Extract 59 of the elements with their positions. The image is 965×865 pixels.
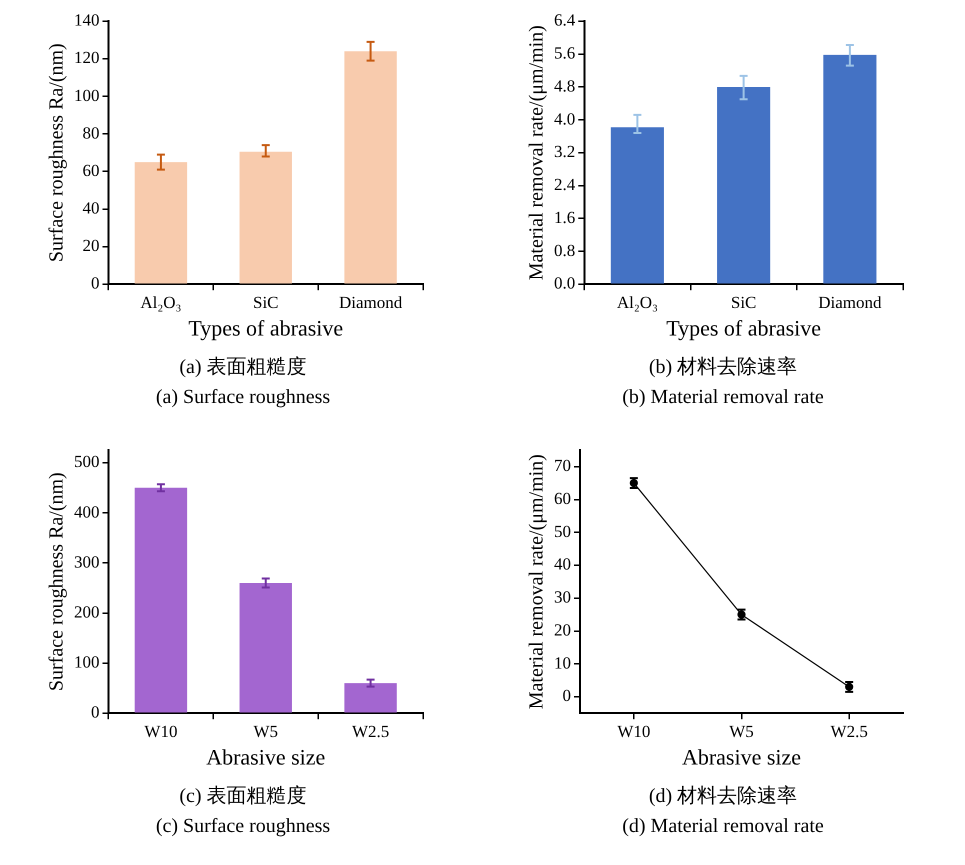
x-tick-label: W10: [617, 722, 650, 741]
x-tick-label: SiC: [252, 292, 279, 312]
y-axis-title: Material removal rate/(μm/min): [525, 25, 548, 280]
y-tick-label: 60: [82, 160, 100, 180]
y-tick-label: 0.0: [554, 274, 576, 293]
text: (a) 表面粗糙度: [179, 355, 307, 380]
y-tick-label: 4.8: [554, 76, 576, 96]
y-axis-title: Surface roughness Ra/(nm): [45, 472, 68, 692]
x-axis-title: Abrasive size: [682, 744, 802, 770]
text: (d) Material removal rate: [622, 815, 824, 838]
x-tick-label: W2.5: [352, 722, 390, 741]
y-tick-label: 140: [74, 10, 100, 30]
x-tick-label: W2.5: [830, 722, 868, 741]
y-tick-label: 500: [74, 452, 100, 472]
x-tick-label: W5: [729, 722, 754, 741]
y-tick-label: 400: [74, 502, 100, 522]
text: (a) Surface roughness: [156, 386, 330, 409]
x-tick-label: Al₂O₃: [140, 292, 182, 312]
y-tick-label: 2.4: [554, 175, 576, 194]
text: (b) Material removal rate: [622, 386, 824, 409]
y-tick-label: 0: [91, 274, 100, 293]
y-tick-label: 4.0: [554, 109, 576, 128]
y-axis-title: Material removal rate/(μm/min): [525, 454, 548, 710]
text: (c) Surface roughness: [156, 815, 330, 838]
x-tick-label: SiC: [730, 292, 756, 312]
y-tick-label: 40: [82, 198, 100, 218]
y-tick-label: 70: [554, 456, 571, 476]
y-tick-label: 300: [74, 552, 100, 572]
y-tick-label: 3.2: [554, 142, 576, 162]
y-tick-label: 100: [74, 652, 100, 672]
y-tick-label: 60: [554, 488, 571, 508]
y-tick-label: 80: [82, 123, 100, 142]
x-axis-title: Types of abrasive: [188, 316, 344, 341]
text: (d) 材料去除速率: [648, 784, 798, 809]
x-axis-title: Types of abrasive: [666, 316, 822, 341]
y-tick-label: 200: [74, 602, 100, 622]
y-tick-label: 6.4: [554, 10, 576, 30]
x-axis-title: Abrasive size: [206, 744, 326, 770]
y-tick-label: 100: [74, 86, 100, 105]
text: (c) 表面粗糙度: [179, 784, 307, 809]
y-tick-label: 0.8: [554, 240, 576, 260]
y-tick-label: 0: [562, 686, 571, 706]
y-axis-title: Surface roughness Ra/(nm): [45, 43, 68, 262]
y-tick-label: 20: [82, 236, 100, 256]
y-tick-label: 1.6: [554, 208, 576, 227]
x-tick-label: Diamond: [818, 292, 882, 312]
text: (b) 材料去除速率: [648, 355, 798, 380]
y-tick-label: 50: [554, 522, 571, 541]
x-tick-label: W10: [144, 722, 178, 741]
y-tick-label: 20: [554, 620, 571, 640]
y-tick-label: 120: [74, 48, 100, 68]
y-tick-label: 40: [554, 554, 571, 574]
x-tick-label: Al₂O₃: [616, 292, 658, 312]
y-tick-label: 10: [554, 653, 571, 672]
x-tick-label: W5: [253, 722, 278, 741]
y-tick-label: 30: [554, 588, 571, 607]
y-tick-label: 0: [91, 702, 100, 722]
y-tick-label: 5.6: [554, 44, 576, 63]
x-tick-label: Diamond: [338, 292, 403, 312]
